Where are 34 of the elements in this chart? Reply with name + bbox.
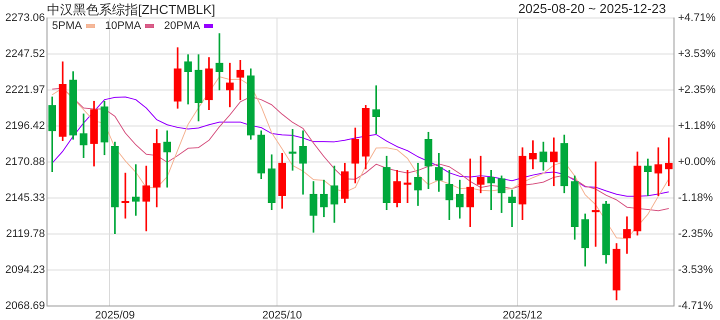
candlestick [529, 140, 537, 170]
candlestick [80, 114, 88, 158]
y-tick-label: 2170.88 [5, 156, 45, 168]
y-tick-label: 2094.23 [5, 264, 45, 276]
y-tick-label: 2273.06 [5, 12, 45, 24]
candlestick [623, 216, 631, 254]
y-tick-label: 2145.33 [5, 192, 45, 204]
y-tick-label: 2119.78 [6, 228, 45, 240]
x-tick-label: 2025/10 [262, 310, 302, 320]
candlestick [184, 54, 192, 104]
y2-tick-label: +3.53% [678, 48, 716, 60]
y2-tick-label: -4.71% [678, 300, 714, 312]
candlestick [508, 190, 516, 227]
y-tick-label: 2196.42 [5, 120, 45, 132]
legend-label: 20PMA [164, 20, 200, 32]
y-tick-label: 2068.69 [5, 300, 45, 312]
y2-tick-label: -2.35% [678, 228, 714, 240]
candlestick [216, 33, 224, 90]
x-tick-label: 2025/12 [502, 310, 542, 320]
y2-tick-label: -1.18% [678, 192, 714, 204]
y2-tick-label: +2.35% [678, 84, 716, 96]
y-tick-label: 2247.52 [5, 48, 45, 60]
chart-title: 中汉黑色系综指[ZHCTMBLK] [47, 1, 216, 19]
legend-label: 5PMA [52, 20, 82, 32]
candlestick [404, 170, 412, 204]
x-tick-label: 2025/09 [95, 310, 135, 320]
y2-tick-label: +1.18% [678, 120, 716, 132]
candlestick [288, 129, 296, 171]
y2-tick-label: +0.00% [678, 156, 716, 168]
y2-tick-label: -3.53% [678, 264, 714, 276]
y-tick-label: 2221.97 [5, 84, 45, 96]
legend-label: 10PMA [104, 20, 142, 32]
chart-subtitle: 2025-08-20 ~ 2025-12-23 [518, 1, 666, 16]
y2-tick-label: +4.71% [678, 12, 716, 24]
